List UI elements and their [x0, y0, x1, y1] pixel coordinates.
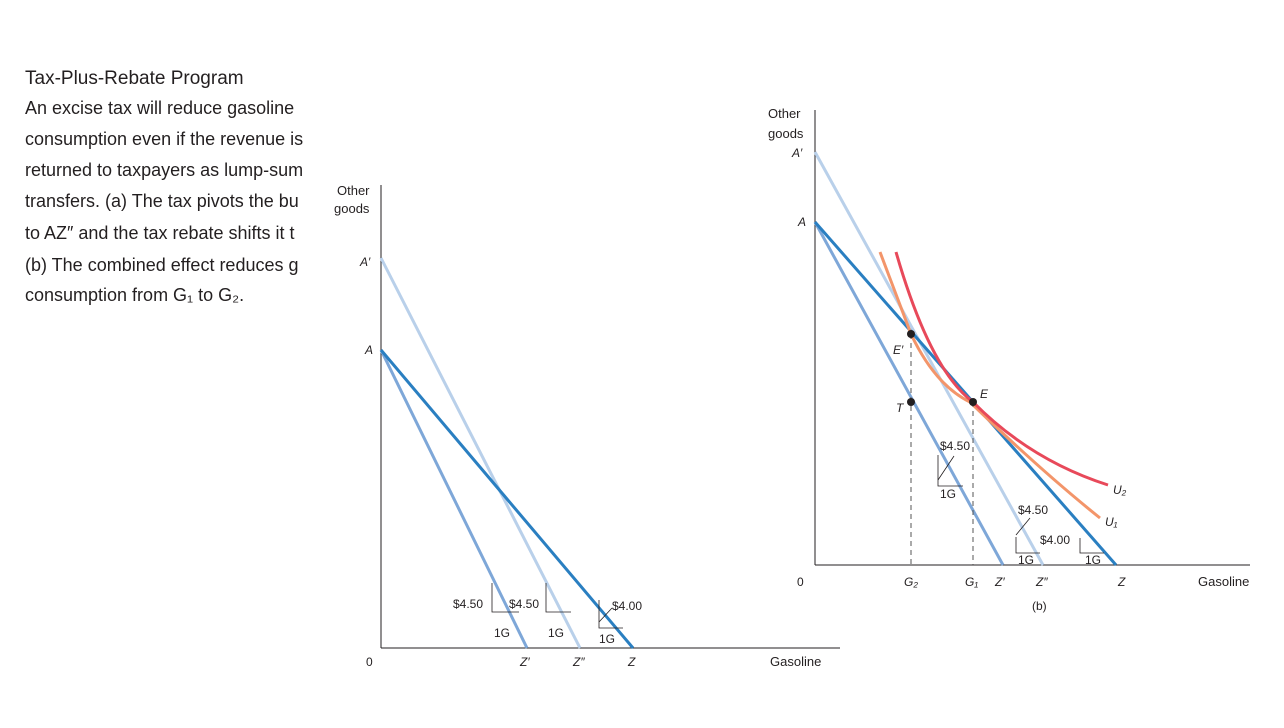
- slope-unit: 1G: [1085, 553, 1101, 567]
- panel-caption: (b): [1032, 599, 1047, 613]
- caption-title: Tax-Plus-Rebate Program: [25, 68, 244, 89]
- budget-line: [379, 349, 635, 649]
- axis-label: Other: [337, 183, 370, 198]
- point-label: Z: [627, 655, 636, 669]
- budget-line: [379, 257, 582, 649]
- point-label: T: [896, 401, 905, 415]
- budget-line: [813, 221, 1005, 566]
- budget-line: [813, 221, 1118, 566]
- slope-pointer: [598, 607, 613, 623]
- caption-line: to AZ″ and the tax rebate shifts it t: [25, 223, 295, 243]
- slope-mark: [491, 583, 519, 613]
- slope-price: $4.50: [1018, 503, 1048, 517]
- indifference-curve: [894, 251, 1109, 487]
- caption-line: consumption even if the revenue is: [25, 129, 303, 149]
- point-label: E: [980, 387, 989, 401]
- slope-mark: [598, 600, 623, 629]
- point-label: Z′: [994, 575, 1005, 589]
- panel-a-bg: [330, 178, 845, 678]
- slope-price: $4.50: [509, 597, 539, 611]
- caption-line: An excise tax will reduce gasoline: [25, 98, 294, 118]
- axis-label: goods: [334, 201, 370, 216]
- slope-price: $4.00: [1040, 533, 1070, 547]
- slope-unit: 1G: [494, 626, 510, 640]
- axis-label: Other: [768, 106, 801, 121]
- caption-line: transfers. (a) The tax pivots the bu: [25, 191, 299, 211]
- slope-mark: [937, 455, 963, 487]
- point-label: G₁: [965, 575, 978, 589]
- point-label: Z″: [572, 655, 585, 669]
- slope-pointer: [1015, 517, 1031, 536]
- point-label: A: [364, 343, 373, 357]
- curve-label: U₁: [1105, 515, 1118, 529]
- slope-unit: 1G: [548, 626, 564, 640]
- axis-label: goods: [768, 126, 804, 141]
- budget-line: [379, 349, 529, 649]
- slope-mark: [1079, 538, 1104, 554]
- slope-mark: [545, 583, 571, 613]
- point-label: A′: [791, 146, 803, 160]
- indifference-curve: [878, 251, 1101, 520]
- point-label: A: [797, 215, 806, 229]
- point-label: Z″: [1035, 575, 1048, 589]
- origin-label: 0: [366, 655, 373, 669]
- slope-pointer: [937, 455, 955, 481]
- curve-label: U₂: [1113, 483, 1127, 497]
- slope-unit: 1G: [1018, 553, 1034, 567]
- slope-price: $4.50: [453, 597, 483, 611]
- budget-line: [813, 151, 1045, 566]
- caption-line: consumption from G₁ to G₂.: [25, 285, 244, 305]
- slope-mark: [1015, 537, 1040, 554]
- slope-unit: 1G: [599, 632, 615, 646]
- point-label: Z: [1117, 575, 1126, 589]
- point-label: A′: [359, 255, 371, 269]
- slope-price: $4.50: [940, 439, 970, 453]
- caption-line: (b) The combined effect reduces g: [25, 255, 299, 275]
- point-label: E′: [893, 343, 904, 357]
- slope-unit: 1G: [940, 487, 956, 501]
- point-label: Z′: [519, 655, 530, 669]
- axis-label: Gasoline: [770, 654, 821, 669]
- slope-price: $4.00: [612, 599, 642, 613]
- origin-label: 0: [797, 575, 804, 589]
- point: [907, 330, 915, 338]
- point-label: G₂: [904, 575, 918, 589]
- caption-line: returned to taxpayers as lump-sum: [25, 160, 303, 180]
- point: [969, 398, 977, 406]
- point: [907, 398, 915, 406]
- axis-label: Gasoline: [1198, 574, 1249, 589]
